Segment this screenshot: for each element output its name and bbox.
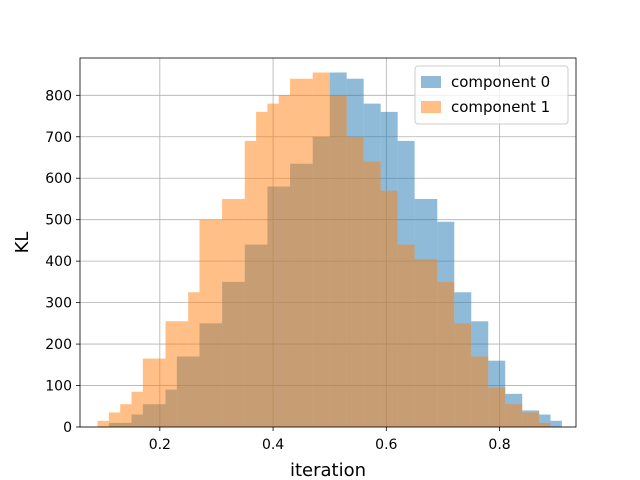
y-tick-label-6: 600 xyxy=(45,171,72,187)
y-tick-label-4: 400 xyxy=(45,254,72,270)
bar-component-1-bin-6 xyxy=(165,321,177,427)
histogram-bars xyxy=(97,72,562,428)
legend-swatch-component-0 xyxy=(421,76,441,88)
bar-component-1-bin-18 xyxy=(346,136,364,428)
bar-component-1-bin-21 xyxy=(397,244,415,427)
bar-component-1-bin-9 xyxy=(199,219,223,427)
bar-component-0-bin-26 xyxy=(550,420,562,427)
bar-component-1-bin-25 xyxy=(471,356,489,427)
bar-component-1-bin-13 xyxy=(267,103,279,427)
bar-component-1-bin-12 xyxy=(256,111,268,428)
y-tick-label-1: 100 xyxy=(45,379,72,395)
bar-component-1-bin-3 xyxy=(131,391,143,427)
bar-component-1-bin-2 xyxy=(120,404,132,427)
y-tick-label-7: 700 xyxy=(45,130,72,146)
legend-label-component-0: component 0 xyxy=(451,73,550,91)
x-tick-label-1: 0.4 xyxy=(262,437,284,453)
bar-component-1-bin-27 xyxy=(505,404,523,427)
bar-component-1-bin-7 xyxy=(176,321,189,427)
plot-frame xyxy=(79,57,577,428)
x-axis-label: iteration xyxy=(290,460,366,480)
x-tick-label-2: 0.6 xyxy=(375,437,397,453)
bar-component-1-bin-0 xyxy=(97,420,109,427)
legend-swatch-component-1 xyxy=(421,101,441,113)
axis-ticks: 0.2 0.4 0.6 0.8 0 100 200 300 400 500 600 700 800 xyxy=(45,88,510,453)
bar-component-1-bin-19 xyxy=(363,161,381,428)
bar-component-1-bin-17 xyxy=(329,95,347,427)
y-tick-label-3: 300 xyxy=(45,296,72,312)
bar-component-1-bin-15 xyxy=(290,78,313,427)
bar-component-1-bin-4 xyxy=(142,358,155,427)
bar-component-1-bin-14 xyxy=(278,95,291,427)
bar-component-1-bin-8 xyxy=(188,292,200,427)
bar-component-1-bin-28 xyxy=(522,412,540,427)
bar-component-1-bin-5 xyxy=(154,358,166,427)
series-component-1 xyxy=(97,72,551,428)
y-tick-label-0: 0 xyxy=(63,420,72,436)
y-tick-label-2: 200 xyxy=(45,337,72,353)
bar-component-1-bin-1 xyxy=(108,412,121,427)
bar-component-0-bin-25 xyxy=(539,414,551,427)
legend-box xyxy=(414,65,569,125)
legend-label-component-1: component 1 xyxy=(451,98,550,116)
bar-component-1-bin-23 xyxy=(437,281,455,427)
bar-component-1-bin-29 xyxy=(539,422,551,427)
bar-component-1-bin-26 xyxy=(488,387,506,427)
bar-component-1-bin-16 xyxy=(312,72,330,428)
y-tick-label-5: 500 xyxy=(45,213,72,229)
bar-component-1-bin-10 xyxy=(222,198,245,427)
bar-component-1-bin-24 xyxy=(454,323,472,427)
y-tick-label-8: 800 xyxy=(45,88,72,104)
x-tick-label-0: 0.2 xyxy=(149,437,171,453)
bar-component-1-bin-11 xyxy=(244,140,257,428)
bar-component-1-bin-22 xyxy=(414,259,438,427)
legend: component 0 component 1 xyxy=(414,65,569,125)
x-tick-label-3: 0.8 xyxy=(488,437,510,453)
bar-component-1-bin-20 xyxy=(380,190,398,427)
y-axis-label: KL xyxy=(12,232,33,254)
